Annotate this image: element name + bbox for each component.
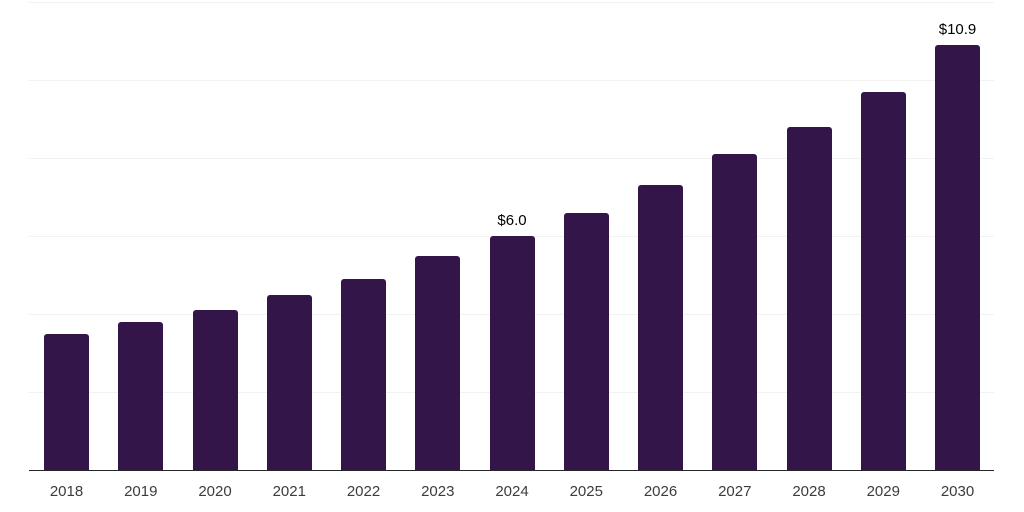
gridline-y-8 bbox=[29, 157, 994, 159]
x-tick-2022: 2022 bbox=[346, 483, 381, 500]
gridline-y-10 bbox=[29, 79, 994, 81]
x-tick-2026: 2026 bbox=[643, 483, 678, 500]
bar-2028 bbox=[786, 126, 832, 470]
bar-2020 bbox=[192, 310, 238, 470]
bar-2022 bbox=[341, 278, 386, 470]
bar-2019 bbox=[118, 321, 164, 470]
x-tick-2028: 2028 bbox=[792, 483, 826, 500]
x-tick-2029: 2029 bbox=[866, 483, 900, 500]
x-tick-2030: 2030 bbox=[940, 483, 975, 500]
x-tick-2018: 2018 bbox=[49, 483, 84, 500]
gridline-y-12 bbox=[29, 1, 994, 3]
x-tick-2021: 2021 bbox=[272, 483, 306, 500]
x-tick-2019: 2019 bbox=[124, 483, 158, 500]
x-axis-line bbox=[29, 469, 994, 471]
x-tick-2025: 2025 bbox=[569, 483, 603, 500]
bar-2023 bbox=[415, 255, 461, 470]
data-label-2024: $6.0 bbox=[497, 212, 527, 229]
bar-2024 bbox=[489, 236, 535, 470]
bar-2029 bbox=[860, 91, 906, 470]
bar-2030 bbox=[935, 44, 980, 470]
bar-2021 bbox=[266, 294, 312, 470]
bar-2027 bbox=[712, 154, 758, 470]
data-label-2030: $10.9 bbox=[938, 20, 977, 38]
bar-2018 bbox=[44, 333, 89, 470]
x-tick-2027: 2027 bbox=[718, 483, 752, 500]
bar-2025 bbox=[563, 212, 609, 470]
bar-2026 bbox=[638, 185, 683, 470]
x-tick-2020: 2020 bbox=[198, 483, 232, 500]
x-tick-2024: 2024 bbox=[495, 483, 529, 500]
plot-area: $6.0 $10.9 bbox=[29, 0, 994, 470]
x-tick-2023: 2023 bbox=[421, 483, 455, 500]
